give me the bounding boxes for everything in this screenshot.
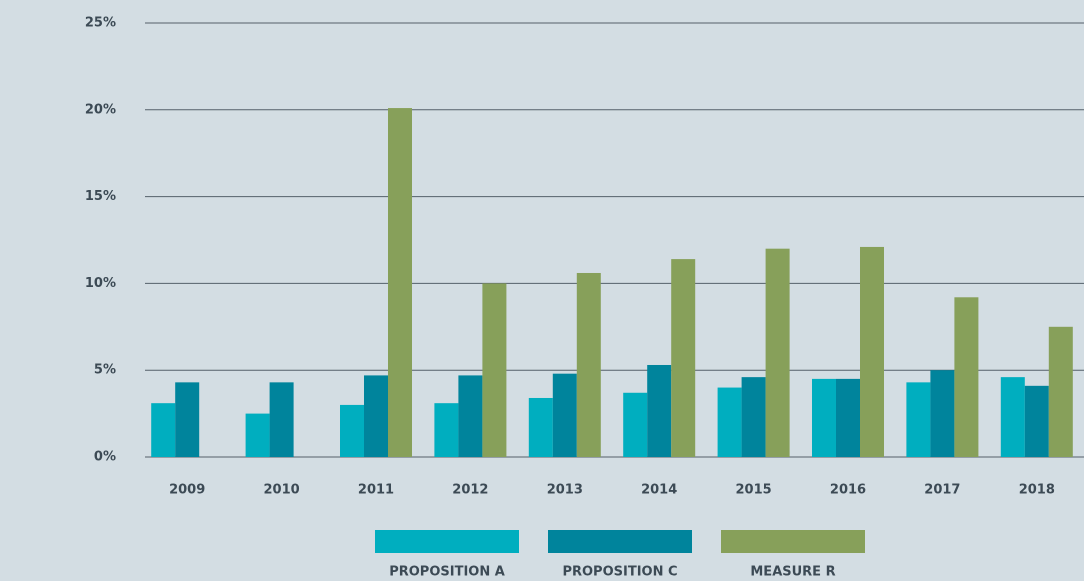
- bar: [340, 404, 364, 457]
- bar: [576, 272, 601, 457]
- bar: [1000, 377, 1025, 457]
- y-tick-label: 0%: [94, 450, 116, 465]
- bar: [528, 397, 553, 457]
- legend-label: PROPOSITION A: [389, 565, 505, 580]
- bar: [245, 413, 270, 457]
- x-tick-label: 2017: [924, 483, 960, 498]
- legend-swatch: [548, 530, 692, 553]
- bar: [860, 246, 884, 457]
- bar: [1024, 385, 1049, 457]
- x-tick-label: 2010: [264, 483, 300, 498]
- x-tick-label: 2012: [452, 483, 488, 498]
- bar: [954, 297, 979, 457]
- bar: [388, 108, 412, 458]
- y-tick-label: 10%: [85, 276, 116, 291]
- x-tick-label: 2014: [641, 483, 677, 498]
- x-tick-label: 2009: [169, 483, 205, 498]
- bar: [930, 370, 955, 457]
- x-tick-label: 2013: [547, 483, 583, 498]
- bar: [151, 403, 176, 457]
- legend-swatch: [721, 530, 865, 553]
- bar: [741, 377, 766, 457]
- bar: [717, 387, 742, 457]
- y-tick-label: 25%: [85, 16, 116, 31]
- bar: [647, 364, 672, 457]
- x-tick-label: 2015: [736, 483, 772, 498]
- legend-label: MEASURE R: [750, 565, 835, 580]
- x-tick-label: 2018: [1019, 483, 1055, 498]
- bar: [364, 375, 388, 457]
- bar: [269, 382, 294, 457]
- y-tick-label: 15%: [85, 189, 116, 204]
- bar: [671, 259, 696, 457]
- x-tick-label: 2016: [830, 483, 866, 498]
- legend-label: PROPOSITION C: [562, 565, 677, 580]
- bar: [906, 382, 931, 457]
- legend-swatch: [375, 530, 519, 553]
- bar: [765, 248, 790, 457]
- bar: [623, 392, 648, 457]
- x-tick-label: 2011: [358, 483, 394, 498]
- bar: [552, 373, 577, 457]
- bar: [1048, 326, 1073, 457]
- bar: [482, 283, 507, 457]
- bar: [175, 382, 200, 457]
- bar: [458, 375, 483, 457]
- bar: [836, 378, 860, 457]
- bar: [812, 378, 836, 457]
- bar: [434, 403, 459, 457]
- y-tick-label: 5%: [94, 363, 116, 378]
- y-tick-label: 20%: [85, 102, 116, 117]
